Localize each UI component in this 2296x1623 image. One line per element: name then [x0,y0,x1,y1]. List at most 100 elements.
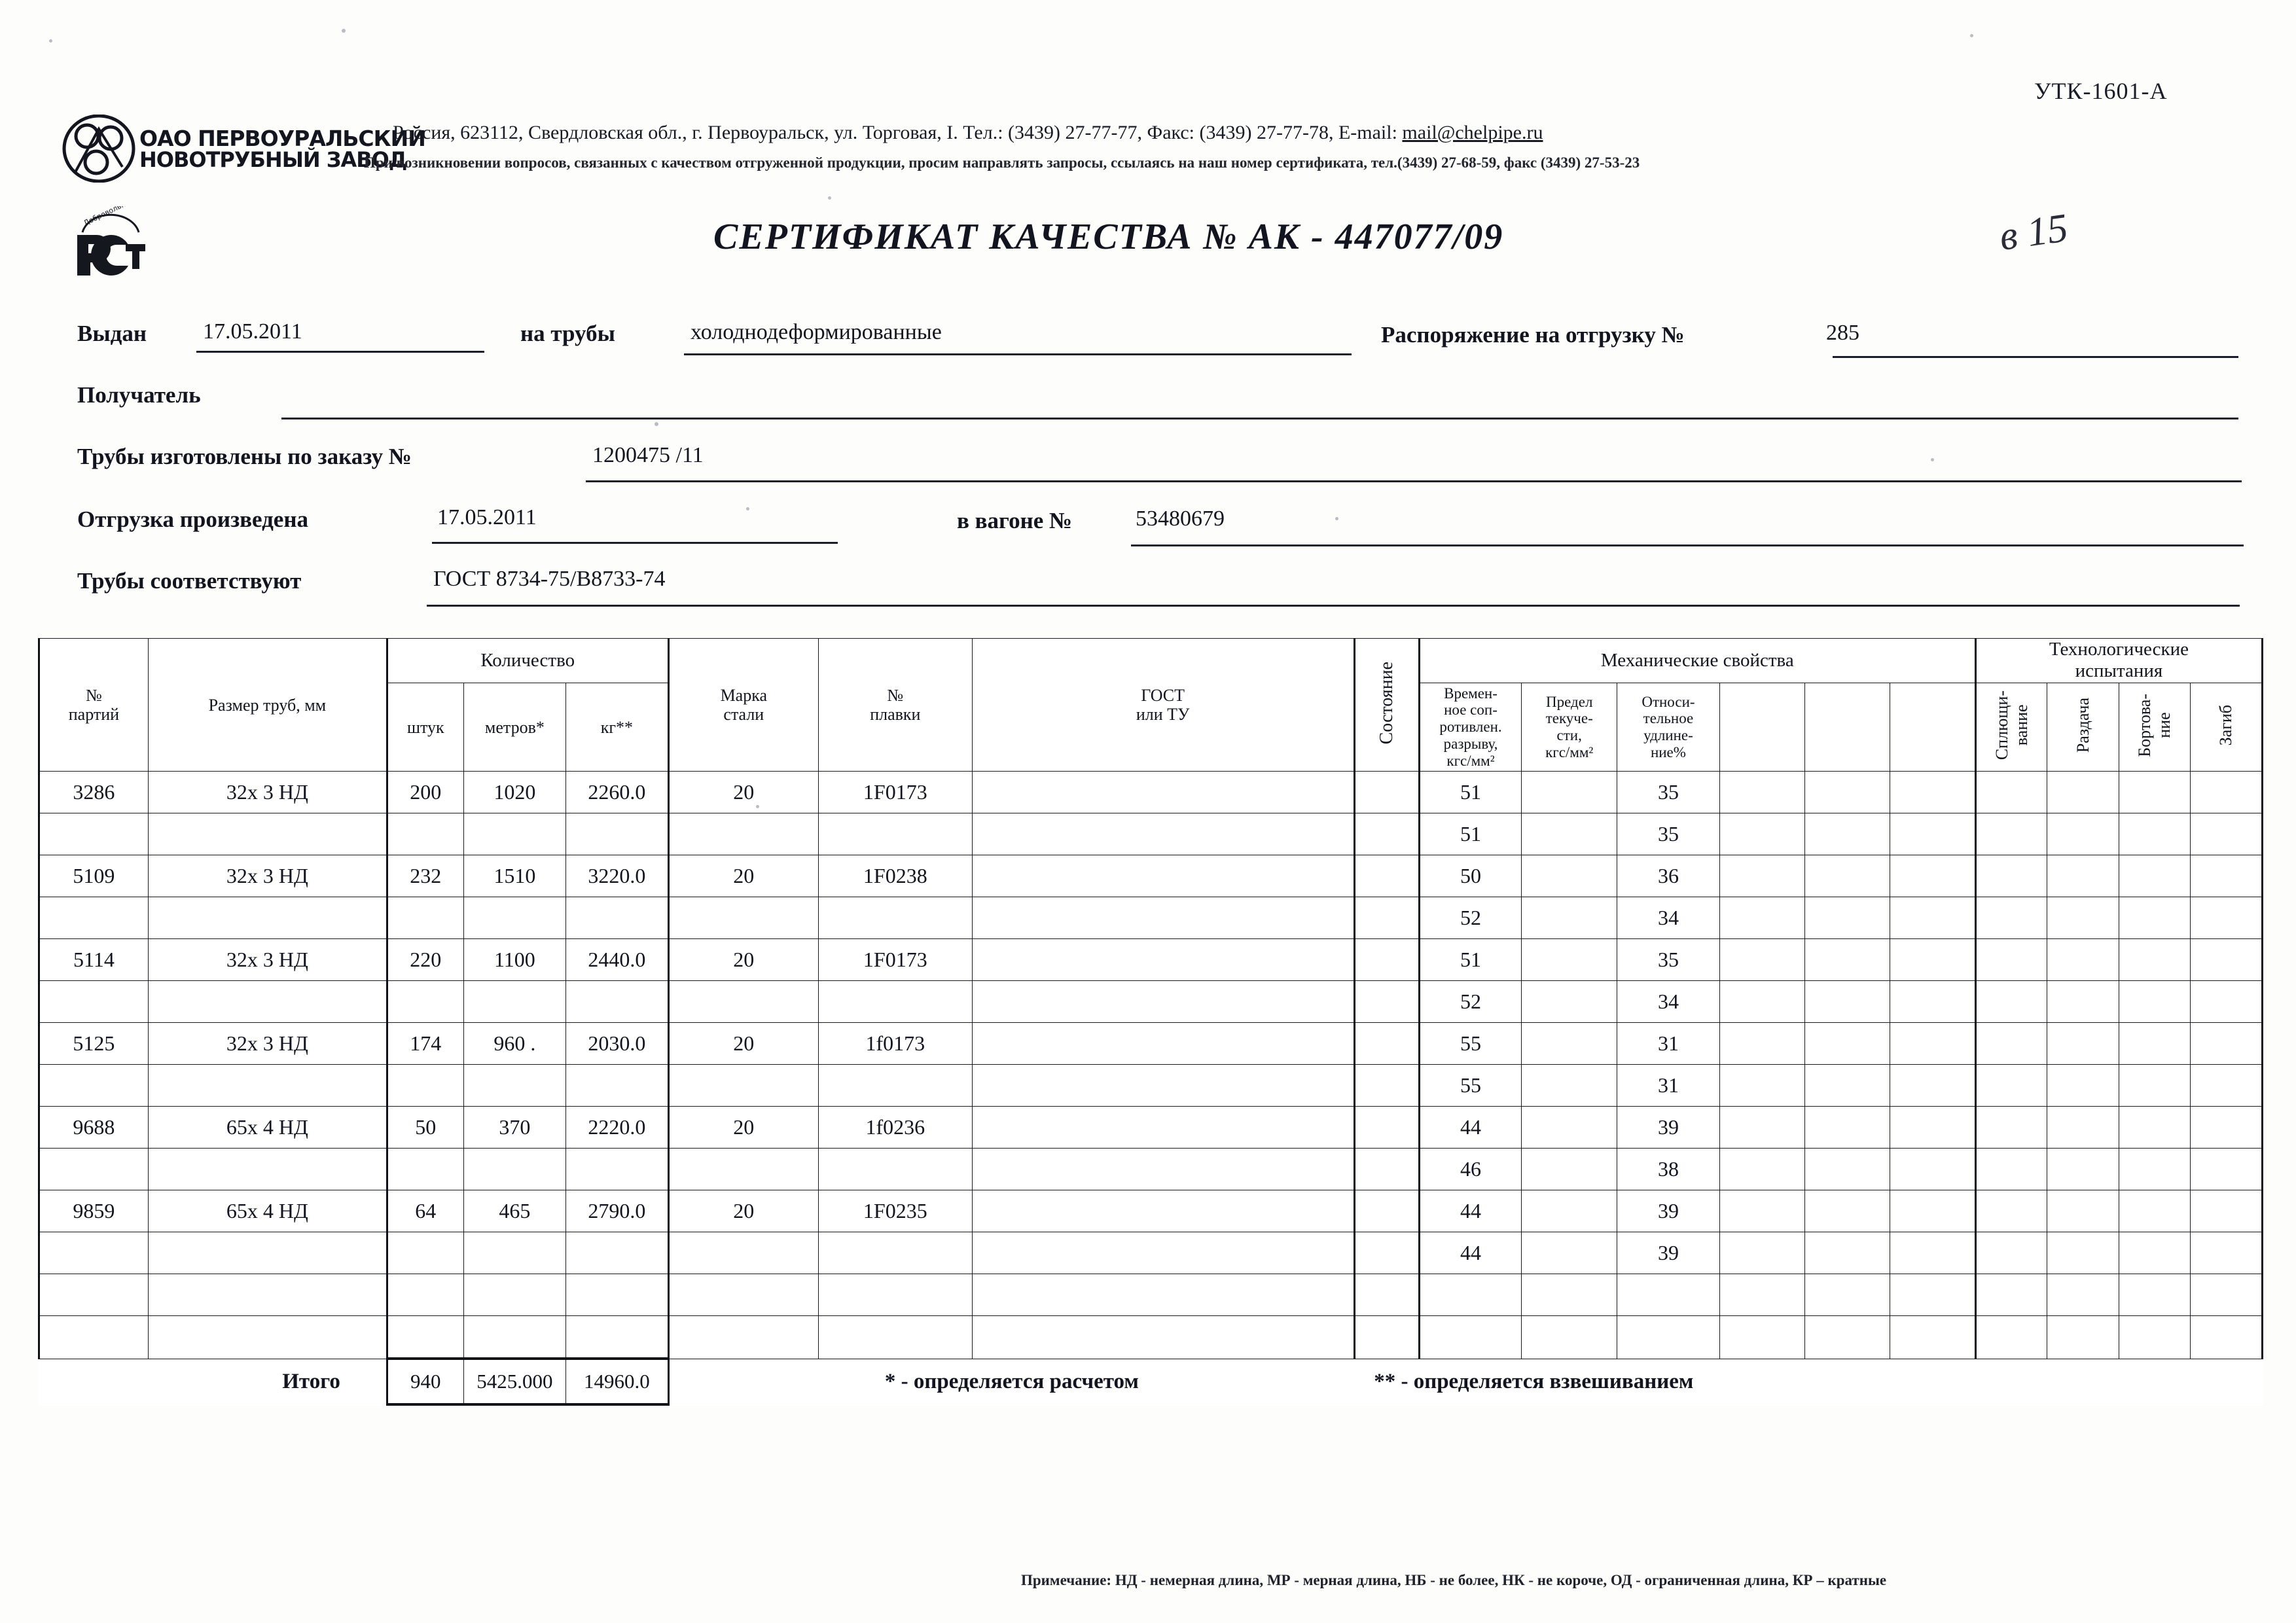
cell-flattening [1974,897,2048,940]
cell-meters [463,1148,567,1191]
cell-pipe-size [147,1274,387,1317]
cell-yield [1521,980,1618,1024]
cell-mech-blank-1 [1719,1232,1806,1275]
cell-tensile: 51 [1418,771,1522,814]
cell-kg [565,1274,670,1317]
cell-heat-no: 1f0173 [818,1022,973,1065]
shipment-value[interactable]: 17.05.2011 [437,505,537,529]
cell-tensile: 52 [1418,897,1522,940]
cell-heat-no [818,1315,973,1359]
cell-yield [1521,1190,1618,1233]
cell-condition [1353,1022,1420,1065]
cell-condition [1353,980,1420,1024]
cell-pieces [386,897,464,940]
cell-steel-grade: 20 [668,771,819,814]
cell-mech-blank-3 [1890,771,1976,814]
cell-flattening [1974,1106,2048,1149]
cell-expansion [2047,771,2119,814]
cell-condition [1353,1232,1420,1275]
cell-pipe-size [147,1064,387,1107]
cell-gost [971,1106,1355,1149]
cell-gost [971,813,1355,856]
cell-pipe-size: 32х 3 НД [147,855,387,898]
cell-steel-grade: 20 [668,938,819,982]
table-row: 5125 32х 3 НД 174 960 . 2030.0 20 1f0173 55 31 [38,1022,2263,1065]
shipment-underline [432,542,838,544]
table-row [38,1274,2263,1317]
cell-condition [1353,771,1420,814]
cell-flanging [2118,1315,2191,1359]
shipping-order-value[interactable]: 285 [1826,321,1859,345]
cell-tensile: 44 [1418,1232,1522,1275]
cell-elongation [1617,1274,1720,1317]
cell-flanging [2118,855,2191,898]
cell-heat-no [818,1232,973,1275]
cell-gost [971,1148,1355,1191]
cell-gost [971,1232,1355,1275]
cell-lot-no: 5109 [38,855,149,898]
cell-yield [1521,813,1618,856]
cell-gost [971,1190,1355,1233]
cell-tensile: 46 [1418,1148,1522,1191]
cell-pieces [386,1232,464,1275]
company-email-link[interactable]: mail@chelpipe.ru [1402,122,1543,143]
cell-mech-blank-1 [1719,1148,1806,1191]
cell-bending [2190,1022,2263,1065]
wagon-value[interactable]: 53480679 [1136,507,1225,531]
cell-elongation: 38 [1617,1148,1720,1191]
pipes-underline [684,353,1352,355]
cell-pieces: 220 [386,938,464,982]
cell-yield [1521,1064,1618,1107]
cell-condition [1353,1106,1420,1149]
cell-meters [463,1315,567,1359]
cell-expansion [2047,980,2119,1024]
cell-mech-blank-3 [1890,1232,1976,1275]
issued-value[interactable]: 17.05.2011 [203,319,302,344]
cell-flanging [2118,1190,2191,1233]
cell-gost [971,855,1355,898]
field-conform: Трубы соответствуют [77,568,301,606]
cell-lot-no: 9688 [38,1106,149,1149]
cell-bending [2190,938,2263,982]
cell-mech-blank-1 [1719,771,1806,814]
cell-flanging [2118,938,2191,982]
cell-tensile: 51 [1418,813,1522,856]
gost-r-certification-mark-icon: Добровольная [71,196,149,278]
conform-value[interactable]: ГОСТ 8734-75/В8733-74 [433,567,666,591]
company-address: Россия, 623112, Свердловская обл., г. Пе… [393,122,1543,144]
cell-bending [2190,771,2263,814]
cell-flanging [2118,1106,2191,1149]
certificate-table: № партий Размер труб, мм Количество Марк… [38,637,2264,1406]
cell-lot-no [38,813,149,856]
th-gost-or-tu: ГОСТ или ТУ [971,637,1355,772]
cell-steel-grade [668,980,819,1024]
cell-flanging [2118,813,2191,856]
th-flattening: Сплющи- вание [1974,682,2048,772]
cell-flattening [1974,771,2048,814]
cell-steel-grade [668,813,819,856]
cell-kg [565,813,670,856]
th-steel-grade: Марка стали [668,637,819,772]
table-body: 3286 32х 3 НД 200 1020 2260.0 20 1F0173 51 35 51 3… [38,771,2263,1359]
cell-yield [1521,1106,1618,1149]
cell-mech-blank-2 [1804,1106,1891,1149]
table-row: 44 39 [38,1232,2263,1275]
cell-bending [2190,855,2263,898]
cell-condition [1353,1315,1420,1359]
table-row: 55 31 [38,1064,2263,1107]
cell-flanging [2118,980,2191,1024]
cell-gost [971,980,1355,1024]
order-value[interactable]: 1200475 /11 [592,443,704,467]
cell-kg [565,980,670,1024]
cell-pipe-size [147,1315,387,1359]
cell-flattening [1974,1022,2048,1065]
cell-condition [1353,938,1420,982]
cell-pieces [386,980,464,1024]
pipes-value[interactable]: холоднодеформированные [691,320,942,344]
cell-flattening [1974,1190,2048,1233]
cell-lot-no [38,1148,149,1191]
cell-elongation: 31 [1617,1064,1720,1107]
cell-bending [2190,1274,2263,1317]
cell-flanging [2118,1148,2191,1191]
